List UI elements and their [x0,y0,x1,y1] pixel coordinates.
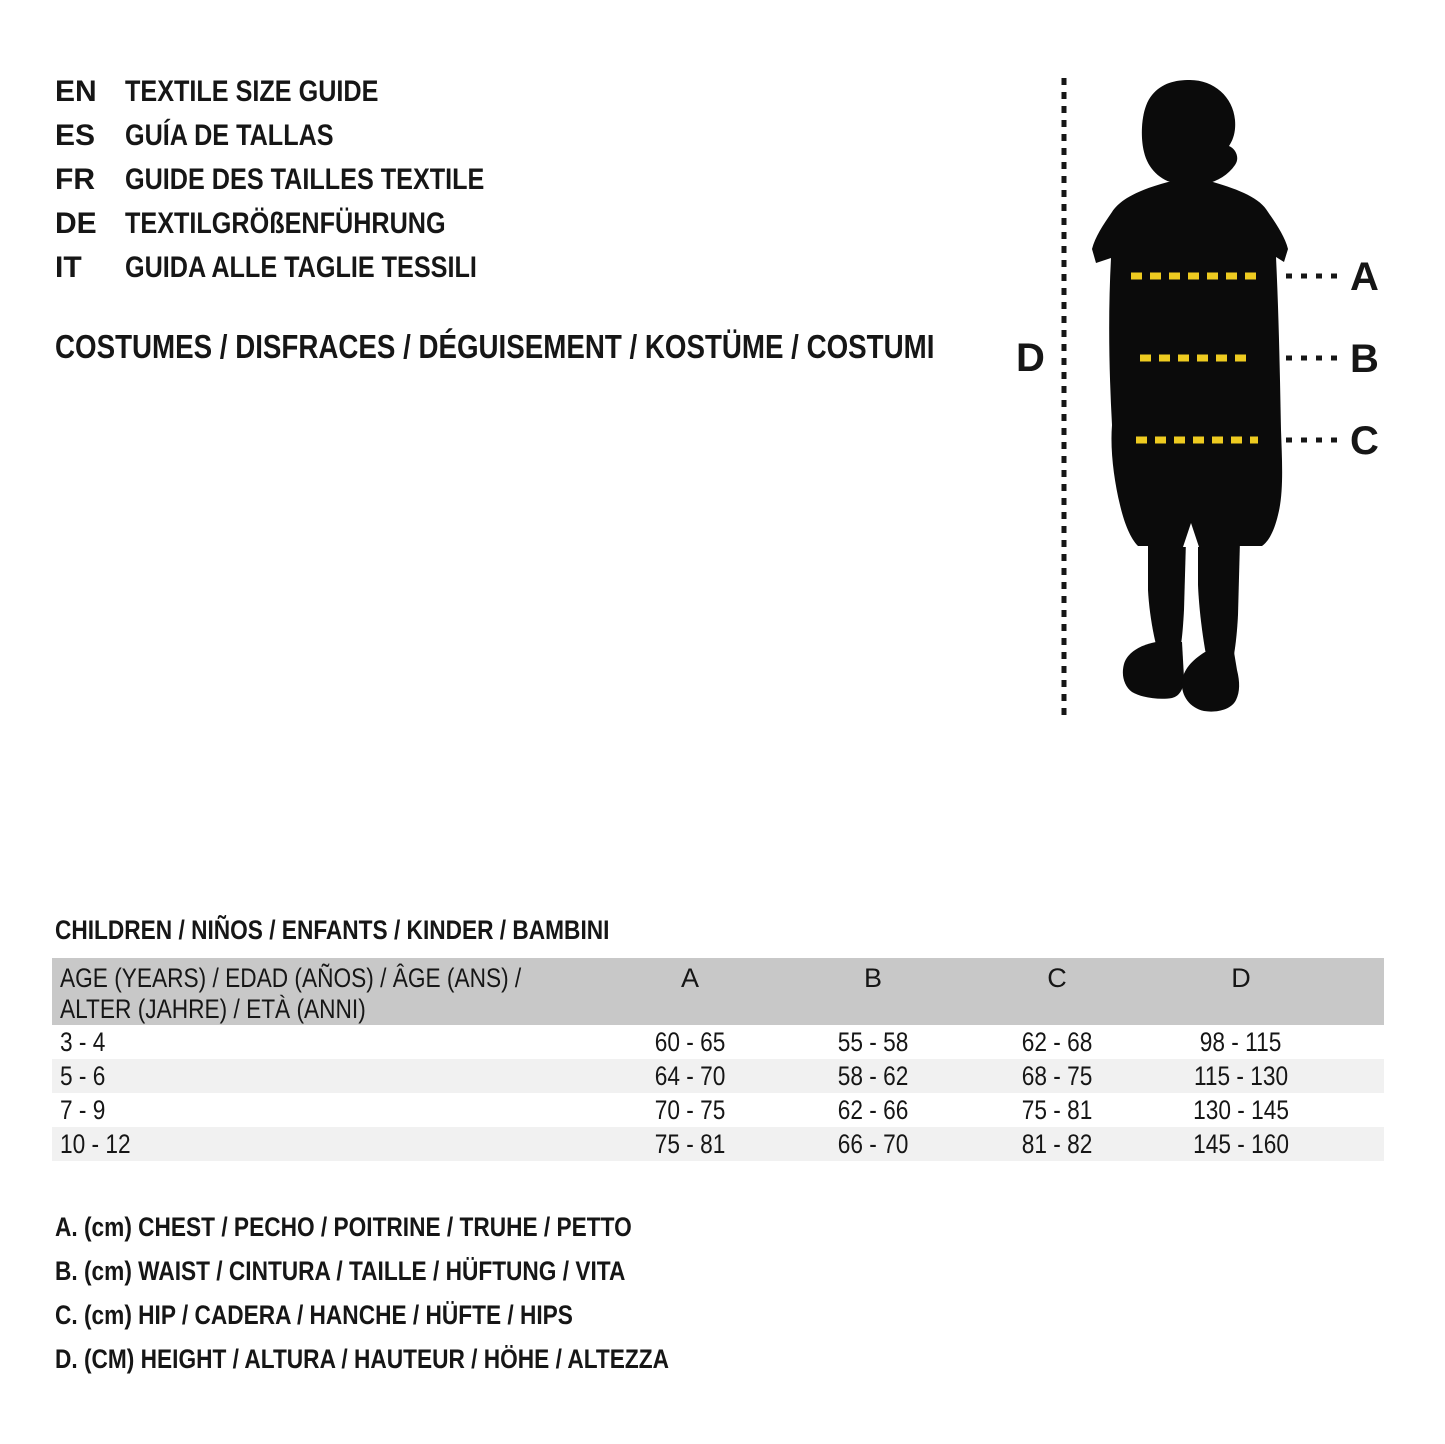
lang-row-fr: FR GUIDE DES TAILLES TEXTILE [55,158,553,202]
age-header-line2: ALTER (JAHRE) / ETÀ (ANNI) [60,994,366,1024]
waist-value: 66 - 70 [837,1128,909,1159]
chest-value: 75 - 81 [654,1128,726,1159]
age-value: 5 - 6 [60,1060,106,1091]
age-header-line1: AGE (YEARS) / EDAD (AÑOS) / ÂGE (ANS) / [60,963,522,993]
lang-code: IT [55,251,82,284]
chest-value: 64 - 70 [654,1060,726,1091]
waist-value: 62 - 66 [837,1094,909,1125]
measurement-figure: D A B C [1016,78,1379,716]
size-row-3-4: 3 - 4 60 - 65 55 - 58 62 - 68 98 - 115 [52,1025,1384,1059]
lang-code: FR [55,163,95,196]
hip-value: 62 - 68 [1021,1026,1093,1057]
age-value: 7 - 9 [60,1094,106,1125]
lang-label: TEXTILGRÖßENFÜHRUNG [125,207,446,240]
column-header-b: B [863,963,882,993]
column-header-a: A [680,963,699,993]
lang-code: ES [55,119,96,152]
size-row-10-12: 10 - 12 75 - 81 66 - 70 81 - 82 145 - 16… [52,1127,1384,1161]
lang-row-it: IT GUIDA ALLE TAGLIE TESSILI [55,246,553,290]
height-value: 130 - 145 [1193,1094,1289,1125]
legend-hip: C. (cm) HIP / CADERA / HANCHE / HÜFTE / … [55,1293,786,1337]
silhouette-right-leg [1198,540,1240,660]
legend-chest: A. (cm) CHEST / PECHO / POITRINE / TRUHE… [55,1205,786,1249]
silhouette-left-shoe [1122,642,1184,699]
hip-value: 68 - 75 [1021,1060,1093,1091]
age-column-header: AGE (YEARS) / EDAD (AÑOS) / ÂGE (ANS) / … [52,958,600,1025]
size-table: AGE (YEARS) / EDAD (AÑOS) / ÂGE (ANS) / … [52,958,1384,1161]
chest-value: 70 - 75 [654,1094,726,1125]
size-row-7-9: 7 - 9 70 - 75 62 - 66 75 - 81 130 - 145 [52,1093,1384,1127]
silhouette-head [1141,80,1238,184]
label-d: D [1016,336,1045,380]
column-header-d: D [1231,963,1251,993]
height-value: 145 - 160 [1193,1128,1289,1159]
silhouette-right-shoe [1181,652,1240,712]
hip-value: 81 - 82 [1021,1128,1093,1159]
lang-code: EN [55,75,97,108]
lang-label: GUÍA DE TALLAS [125,119,334,152]
table-section-title: CHILDREN / NIÑOS / ENFANTS / KINDER / BA… [55,912,715,948]
lang-label: GUIDE DES TAILLES TEXTILE [125,163,485,196]
age-value: 10 - 12 [60,1128,131,1159]
legend-waist: B. (cm) WAIST / CINTURA / TAILLE / HÜFTU… [55,1249,786,1293]
silhouette-body [1092,182,1288,546]
hip-value: 75 - 81 [1021,1094,1093,1125]
height-value: 115 - 130 [1193,1060,1289,1091]
legend-height: D. (CM) HEIGHT / ALTURA / HAUTEUR / HÖHE… [55,1337,786,1381]
label-a: A [1350,255,1379,299]
legend-waist-text: B. (cm) WAIST / CINTURA / TAILLE / HÜFTU… [55,1256,626,1286]
column-header-c: C [1047,963,1067,993]
language-title-list: EN TEXTILE SIZE GUIDE ES GUÍA DE TALLAS … [55,70,553,290]
legend-height-text: D. (CM) HEIGHT / ALTURA / HAUTEUR / HÖHE… [55,1344,670,1374]
child-silhouette-icon [1092,80,1288,712]
lang-label: TEXTILE SIZE GUIDE [125,75,379,108]
age-value: 3 - 4 [60,1026,106,1057]
lang-row-de: DE TEXTILGRÖßENFÜHRUNG [55,202,553,246]
chest-value: 60 - 65 [654,1026,726,1057]
label-b: B [1350,337,1379,381]
legend-chest-text: A. (cm) CHEST / PECHO / POITRINE / TRUHE… [55,1212,632,1242]
label-c: C [1350,419,1379,463]
size-table-header-row: AGE (YEARS) / EDAD (AÑOS) / ÂGE (ANS) / … [52,958,1384,1025]
lang-row-es: ES GUÍA DE TALLAS [55,114,553,158]
measurement-legend: A. (cm) CHEST / PECHO / POITRINE / TRUHE… [55,1205,786,1381]
silhouette-crotch-gap [1183,523,1199,547]
size-row-5-6: 5 - 6 64 - 70 58 - 62 68 - 75 115 - 130 [52,1059,1384,1093]
category-title-text: COSTUMES / DISFRACES / DÉGUISEMENT / KOS… [55,328,935,365]
category-title: COSTUMES / DISFRACES / DÉGUISEMENT / KOS… [55,326,1102,368]
lang-code: DE [55,207,97,240]
table-section-title-text: CHILDREN / NIÑOS / ENFANTS / KINDER / BA… [55,915,610,945]
waist-value: 55 - 58 [837,1026,909,1057]
height-value: 98 - 115 [1200,1026,1282,1057]
silhouette-left-leg [1148,540,1186,652]
waist-value: 58 - 62 [837,1060,909,1091]
lang-label: GUIDA ALLE TAGLIE TESSILI [125,251,477,284]
lang-row-en: EN TEXTILE SIZE GUIDE [55,70,553,114]
legend-hip-text: C. (cm) HIP / CADERA / HANCHE / HÜFTE / … [55,1300,573,1330]
